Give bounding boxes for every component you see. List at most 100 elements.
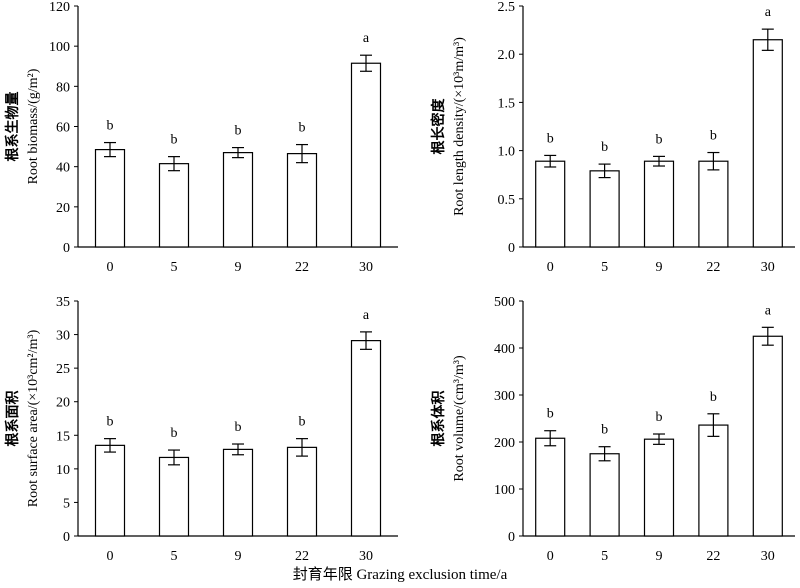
y-tick-label: 20 xyxy=(56,201,70,216)
significance-label: b xyxy=(601,423,608,438)
x-tick-label: 9 xyxy=(656,260,663,275)
x-tick-label: 0 xyxy=(547,260,554,275)
significance-label: b xyxy=(656,410,663,425)
x-tick-label: 30 xyxy=(359,260,373,275)
bar xyxy=(752,335,783,537)
x-tick-label: 0 xyxy=(547,549,554,564)
x-tick-label: 30 xyxy=(761,260,775,275)
bar xyxy=(350,340,382,537)
y-axis-title-cn: 根系生物量 xyxy=(4,92,21,162)
y-tick-label: 100 xyxy=(49,40,70,55)
significance-label: b xyxy=(235,124,242,139)
bar xyxy=(94,148,126,248)
y-tick-label: 300 xyxy=(494,389,515,404)
chart-panel-3: 0 5 10 15 20 25 30 35 b 0 b 5 b 9 b 22 a 30 根系面积 Root surfa… xyxy=(4,295,398,564)
x-tick-label: 30 xyxy=(761,549,775,564)
y-axis-title-en: Root volume/(cm³/m³) xyxy=(452,355,467,482)
bar xyxy=(535,160,566,248)
bar xyxy=(698,424,729,537)
y-tick-label: 400 xyxy=(494,342,515,357)
x-tick-label: 22 xyxy=(295,260,309,275)
significance-label: b xyxy=(171,426,178,441)
significance-label: a xyxy=(765,303,772,318)
significance-label: b xyxy=(171,133,178,148)
bar xyxy=(286,446,318,537)
bar xyxy=(589,453,620,537)
significance-label: b xyxy=(107,415,114,430)
bar xyxy=(643,160,675,248)
y-tick-label: 100 xyxy=(494,483,515,498)
significance-label: b xyxy=(547,131,554,146)
significance-label: b xyxy=(710,129,717,144)
y-axis-title-en: Root length density/(×10³m/m³) xyxy=(452,37,467,216)
y-axis-title-cn: 根系面积 xyxy=(4,391,21,447)
x-tick-label: 22 xyxy=(706,549,720,564)
x-tick-label: 5 xyxy=(171,260,178,275)
bar xyxy=(222,448,254,537)
y-tick-label: 5 xyxy=(63,496,70,511)
y-tick-label: 0 xyxy=(63,530,70,545)
x-tick-label: 5 xyxy=(601,260,608,275)
y-tick-label: 2.0 xyxy=(498,48,516,63)
y-tick-label: 20 xyxy=(56,396,70,411)
y-tick-label: 80 xyxy=(56,80,70,95)
bar xyxy=(222,152,254,248)
significance-label: b xyxy=(656,132,663,147)
bar xyxy=(589,170,620,248)
y-tick-label: 35 xyxy=(56,295,70,310)
x-tick-label: 9 xyxy=(235,549,242,564)
x-tick-label: 9 xyxy=(656,549,663,564)
y-axis-title-en: Root biomass/(g/m²) xyxy=(26,68,41,184)
y-tick-label: 10 xyxy=(56,463,70,478)
x-tick-label: 9 xyxy=(235,260,242,275)
y-tick-label: 60 xyxy=(56,121,70,136)
y-tick-label: 25 xyxy=(56,362,70,377)
y-tick-label: 1.5 xyxy=(498,96,516,111)
bar xyxy=(698,160,729,248)
x-tick-label: 0 xyxy=(107,260,114,275)
bar xyxy=(350,62,382,248)
y-tick-label: 500 xyxy=(494,295,515,310)
significance-label: b xyxy=(299,415,306,430)
y-axis-title-en: Root surface area/(×10³cm²/m³) xyxy=(26,329,41,507)
y-tick-label: 40 xyxy=(56,161,70,176)
x-axis-title: 封育年限 Grazing exclusion time/a xyxy=(292,567,508,583)
y-tick-label: 0 xyxy=(508,530,515,545)
x-tick-label: 22 xyxy=(706,260,720,275)
y-tick-label: 0.5 xyxy=(498,193,516,208)
bar xyxy=(286,153,318,248)
significance-label: a xyxy=(363,31,370,46)
x-tick-label: 30 xyxy=(359,549,373,564)
bar xyxy=(535,437,566,537)
significance-label: b xyxy=(547,407,554,422)
chart-panel-2: 0 0.5 1.0 1.5 2.0 2.5 b 0 b 5 b 9 b 22 a 30 根长密度 Root len… xyxy=(430,0,795,275)
x-tick-label: 0 xyxy=(107,549,114,564)
significance-label: b xyxy=(107,119,114,134)
y-tick-label: 1.0 xyxy=(498,145,516,160)
y-tick-label: 15 xyxy=(56,429,70,444)
bar xyxy=(94,444,126,537)
bar xyxy=(752,39,783,248)
y-tick-label: 0 xyxy=(63,241,70,256)
chart-panel-1: 0 20 40 60 80 100 120 b 0 b 5 b 9 b 22 a 30 根系生物量 Root bio… xyxy=(4,0,398,275)
bar xyxy=(643,438,675,537)
y-tick-label: 30 xyxy=(56,329,70,344)
significance-label: a xyxy=(765,5,772,20)
significance-label: a xyxy=(363,308,370,323)
y-tick-label: 2.5 xyxy=(498,0,516,15)
y-axis-title-cn: 根系体积 xyxy=(430,391,447,447)
significance-label: b xyxy=(710,390,717,405)
y-tick-label: 0 xyxy=(508,241,515,256)
significance-label: b xyxy=(235,420,242,435)
bar xyxy=(158,456,190,537)
y-axis-title-cn: 根长密度 xyxy=(430,98,447,155)
bar xyxy=(158,163,190,248)
x-tick-label: 22 xyxy=(295,549,309,564)
x-tick-label: 5 xyxy=(601,549,608,564)
significance-label: b xyxy=(601,140,608,155)
y-tick-label: 120 xyxy=(49,0,70,15)
significance-label: b xyxy=(299,121,306,136)
chart-panel-4: 0 100 200 300 400 500 b 0 b 5 b 9 b 22 a 30 根系体积 Root vol… xyxy=(430,295,795,564)
y-tick-label: 200 xyxy=(494,436,515,451)
